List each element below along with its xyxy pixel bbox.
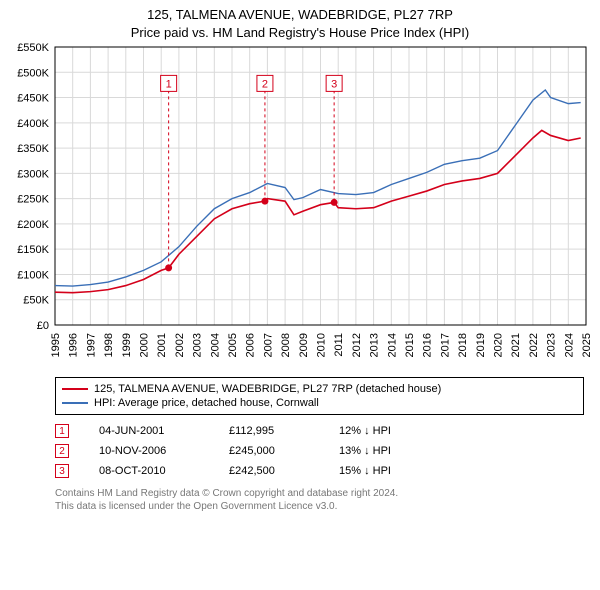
svg-text:1997: 1997 [85,333,97,357]
svg-text:2021: 2021 [510,333,522,357]
svg-text:2017: 2017 [439,333,451,357]
title-line-1: 125, TALMENA AVENUE, WADEBRIDGE, PL27 7R… [0,6,600,24]
svg-text:£350K: £350K [17,143,49,155]
svg-text:2009: 2009 [298,333,310,357]
svg-text:2: 2 [262,78,268,90]
svg-text:2020: 2020 [493,333,505,357]
svg-text:1996: 1996 [68,333,80,357]
sale-date-1: 04-JUN-2001 [99,425,199,437]
svg-text:2002: 2002 [174,333,186,357]
sales-table: 1 04-JUN-2001 £112,995 12% ↓ HPI 2 10-NO… [55,421,584,481]
legend-swatch-hpi [62,402,88,404]
sale-price-1: £112,995 [229,425,309,437]
svg-text:£450K: £450K [17,93,49,105]
svg-text:£50K: £50K [23,295,49,307]
sale-price-3: £242,500 [229,465,309,477]
sale-date-2: 10-NOV-2006 [99,445,199,457]
svg-text:2015: 2015 [404,333,416,357]
svg-text:1999: 1999 [121,333,133,357]
svg-text:2024: 2024 [563,333,575,357]
line-chart: £0 £50K £100K £150K £200K £250K £300K £350K £400… [0,41,600,371]
svg-text:£300K: £300K [17,168,49,180]
svg-text:£400K: £400K [17,118,49,130]
svg-text:2011: 2011 [333,333,345,357]
svg-text:2001: 2001 [156,333,168,357]
svg-text:2013: 2013 [369,333,381,357]
svg-text:2000: 2000 [139,333,151,357]
svg-text:2006: 2006 [245,333,257,357]
sale-row-3: 3 08-OCT-2010 £242,500 15% ↓ HPI [55,461,584,481]
sale-row-1: 1 04-JUN-2001 £112,995 12% ↓ HPI [55,421,584,441]
svg-text:£100K: £100K [17,270,49,282]
svg-text:2016: 2016 [422,333,434,357]
legend-item-property: 125, TALMENA AVENUE, WADEBRIDGE, PL27 7R… [62,382,577,396]
svg-text:2023: 2023 [546,333,558,357]
svg-text:2022: 2022 [528,333,540,357]
svg-text:3: 3 [331,78,337,90]
chart-area: £0 £50K £100K £150K £200K £250K £300K £350K £400… [0,41,600,371]
svg-text:£200K: £200K [17,219,49,231]
sale-delta-1: 12% ↓ HPI [339,425,429,437]
sale-date-3: 08-OCT-2010 [99,465,199,477]
svg-text:1995: 1995 [50,333,62,357]
sale-marker-3: 3 [55,464,69,478]
svg-text:2012: 2012 [351,333,363,357]
legend-item-hpi: HPI: Average price, detached house, Corn… [62,396,577,410]
sale-marker-2: 2 [55,444,69,458]
chart-title: 125, TALMENA AVENUE, WADEBRIDGE, PL27 7R… [0,0,600,41]
legend-swatch-property [62,388,88,390]
svg-text:2007: 2007 [262,333,274,357]
legend: 125, TALMENA AVENUE, WADEBRIDGE, PL27 7R… [55,377,584,415]
svg-text:2004: 2004 [209,333,221,357]
svg-text:2025: 2025 [581,333,593,357]
sale-price-2: £245,000 [229,445,309,457]
sale-delta-2: 13% ↓ HPI [339,445,429,457]
svg-text:2018: 2018 [457,333,469,357]
sale-delta-3: 15% ↓ HPI [339,465,429,477]
svg-text:£250K: £250K [17,194,49,206]
svg-text:2010: 2010 [316,333,328,357]
svg-text:2003: 2003 [192,333,204,357]
svg-text:£150K: £150K [17,244,49,256]
sale-marker-1: 1 [55,424,69,438]
legend-label-property: 125, TALMENA AVENUE, WADEBRIDGE, PL27 7R… [94,383,441,395]
footer-line-2: This data is licensed under the Open Gov… [55,500,584,513]
svg-text:2014: 2014 [386,333,398,357]
footer-line-1: Contains HM Land Registry data © Crown c… [55,487,584,500]
svg-text:1998: 1998 [103,333,115,357]
svg-text:2005: 2005 [227,333,239,357]
footer-attribution: Contains HM Land Registry data © Crown c… [55,487,584,513]
svg-text:£0: £0 [37,320,49,332]
svg-text:2008: 2008 [280,333,292,357]
svg-text:2019: 2019 [475,333,487,357]
legend-label-hpi: HPI: Average price, detached house, Corn… [94,397,319,409]
svg-text:£550K: £550K [17,42,49,54]
svg-text:£500K: £500K [17,67,49,79]
svg-text:1: 1 [166,78,172,90]
sale-row-2: 2 10-NOV-2006 £245,000 13% ↓ HPI [55,441,584,461]
title-line-2: Price paid vs. HM Land Registry's House … [0,24,600,42]
